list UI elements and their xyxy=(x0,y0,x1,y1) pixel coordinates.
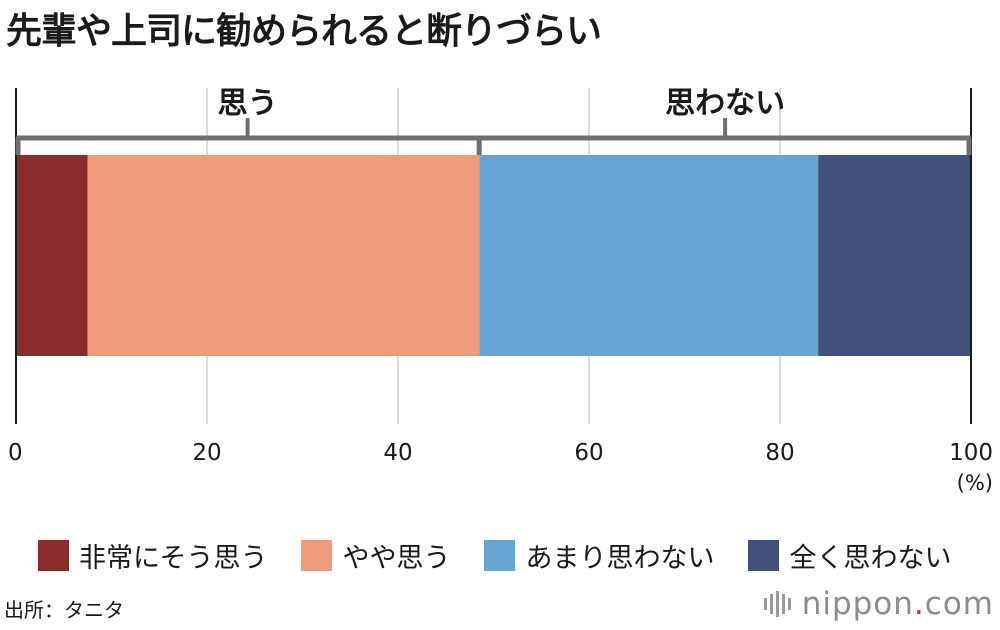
x-tick-label: 40 xyxy=(383,440,412,466)
legend-item: 非常にそう思う xyxy=(38,536,267,575)
brand-dot: . xyxy=(913,586,925,622)
x-tick-label: 60 xyxy=(574,440,603,466)
legend-swatch xyxy=(301,540,333,571)
brand-bars-icon xyxy=(763,591,794,617)
legend-label: 非常にそう思う xyxy=(79,543,268,574)
group-label: 思う xyxy=(218,86,278,121)
legend-label: 全く思わない xyxy=(789,543,952,574)
chart-legend: 非常にそう思う やや思う あまり思わない 全く思わない xyxy=(38,536,985,575)
nippon-logo: nippon. com xyxy=(763,586,994,622)
bar-segment xyxy=(16,155,88,356)
brand-tld: com xyxy=(924,586,994,622)
legend-label: あまり思わない xyxy=(525,543,715,574)
legend-label: やや思う xyxy=(342,543,451,574)
legend-item: 全く思わない xyxy=(748,536,951,575)
bar-segment xyxy=(87,155,480,356)
chart-plot: 思う 思わない 0 20 40 60 80 100 (%) xyxy=(8,86,993,495)
source-note: 出所：タニタ xyxy=(4,598,124,622)
legend-swatch xyxy=(38,540,69,571)
x-tick-label: 20 xyxy=(192,440,221,466)
legend-swatch xyxy=(484,540,516,571)
legend-item: やや思う xyxy=(301,536,450,575)
brand-name: nippon xyxy=(801,586,914,622)
legend-swatch xyxy=(748,540,780,571)
chart-title: 先輩や上司に勧められると断りづらい xyxy=(6,11,602,52)
legend-item: あまり思わない xyxy=(484,536,714,575)
x-tick-label: 100 xyxy=(949,440,993,466)
x-unit-label: (%) xyxy=(957,471,993,495)
bar-segment xyxy=(818,155,971,356)
x-tick-label: 80 xyxy=(765,440,794,466)
x-tick-label: 0 xyxy=(8,440,23,466)
bar-segment xyxy=(479,155,819,356)
group-label: 思わない xyxy=(665,86,785,121)
